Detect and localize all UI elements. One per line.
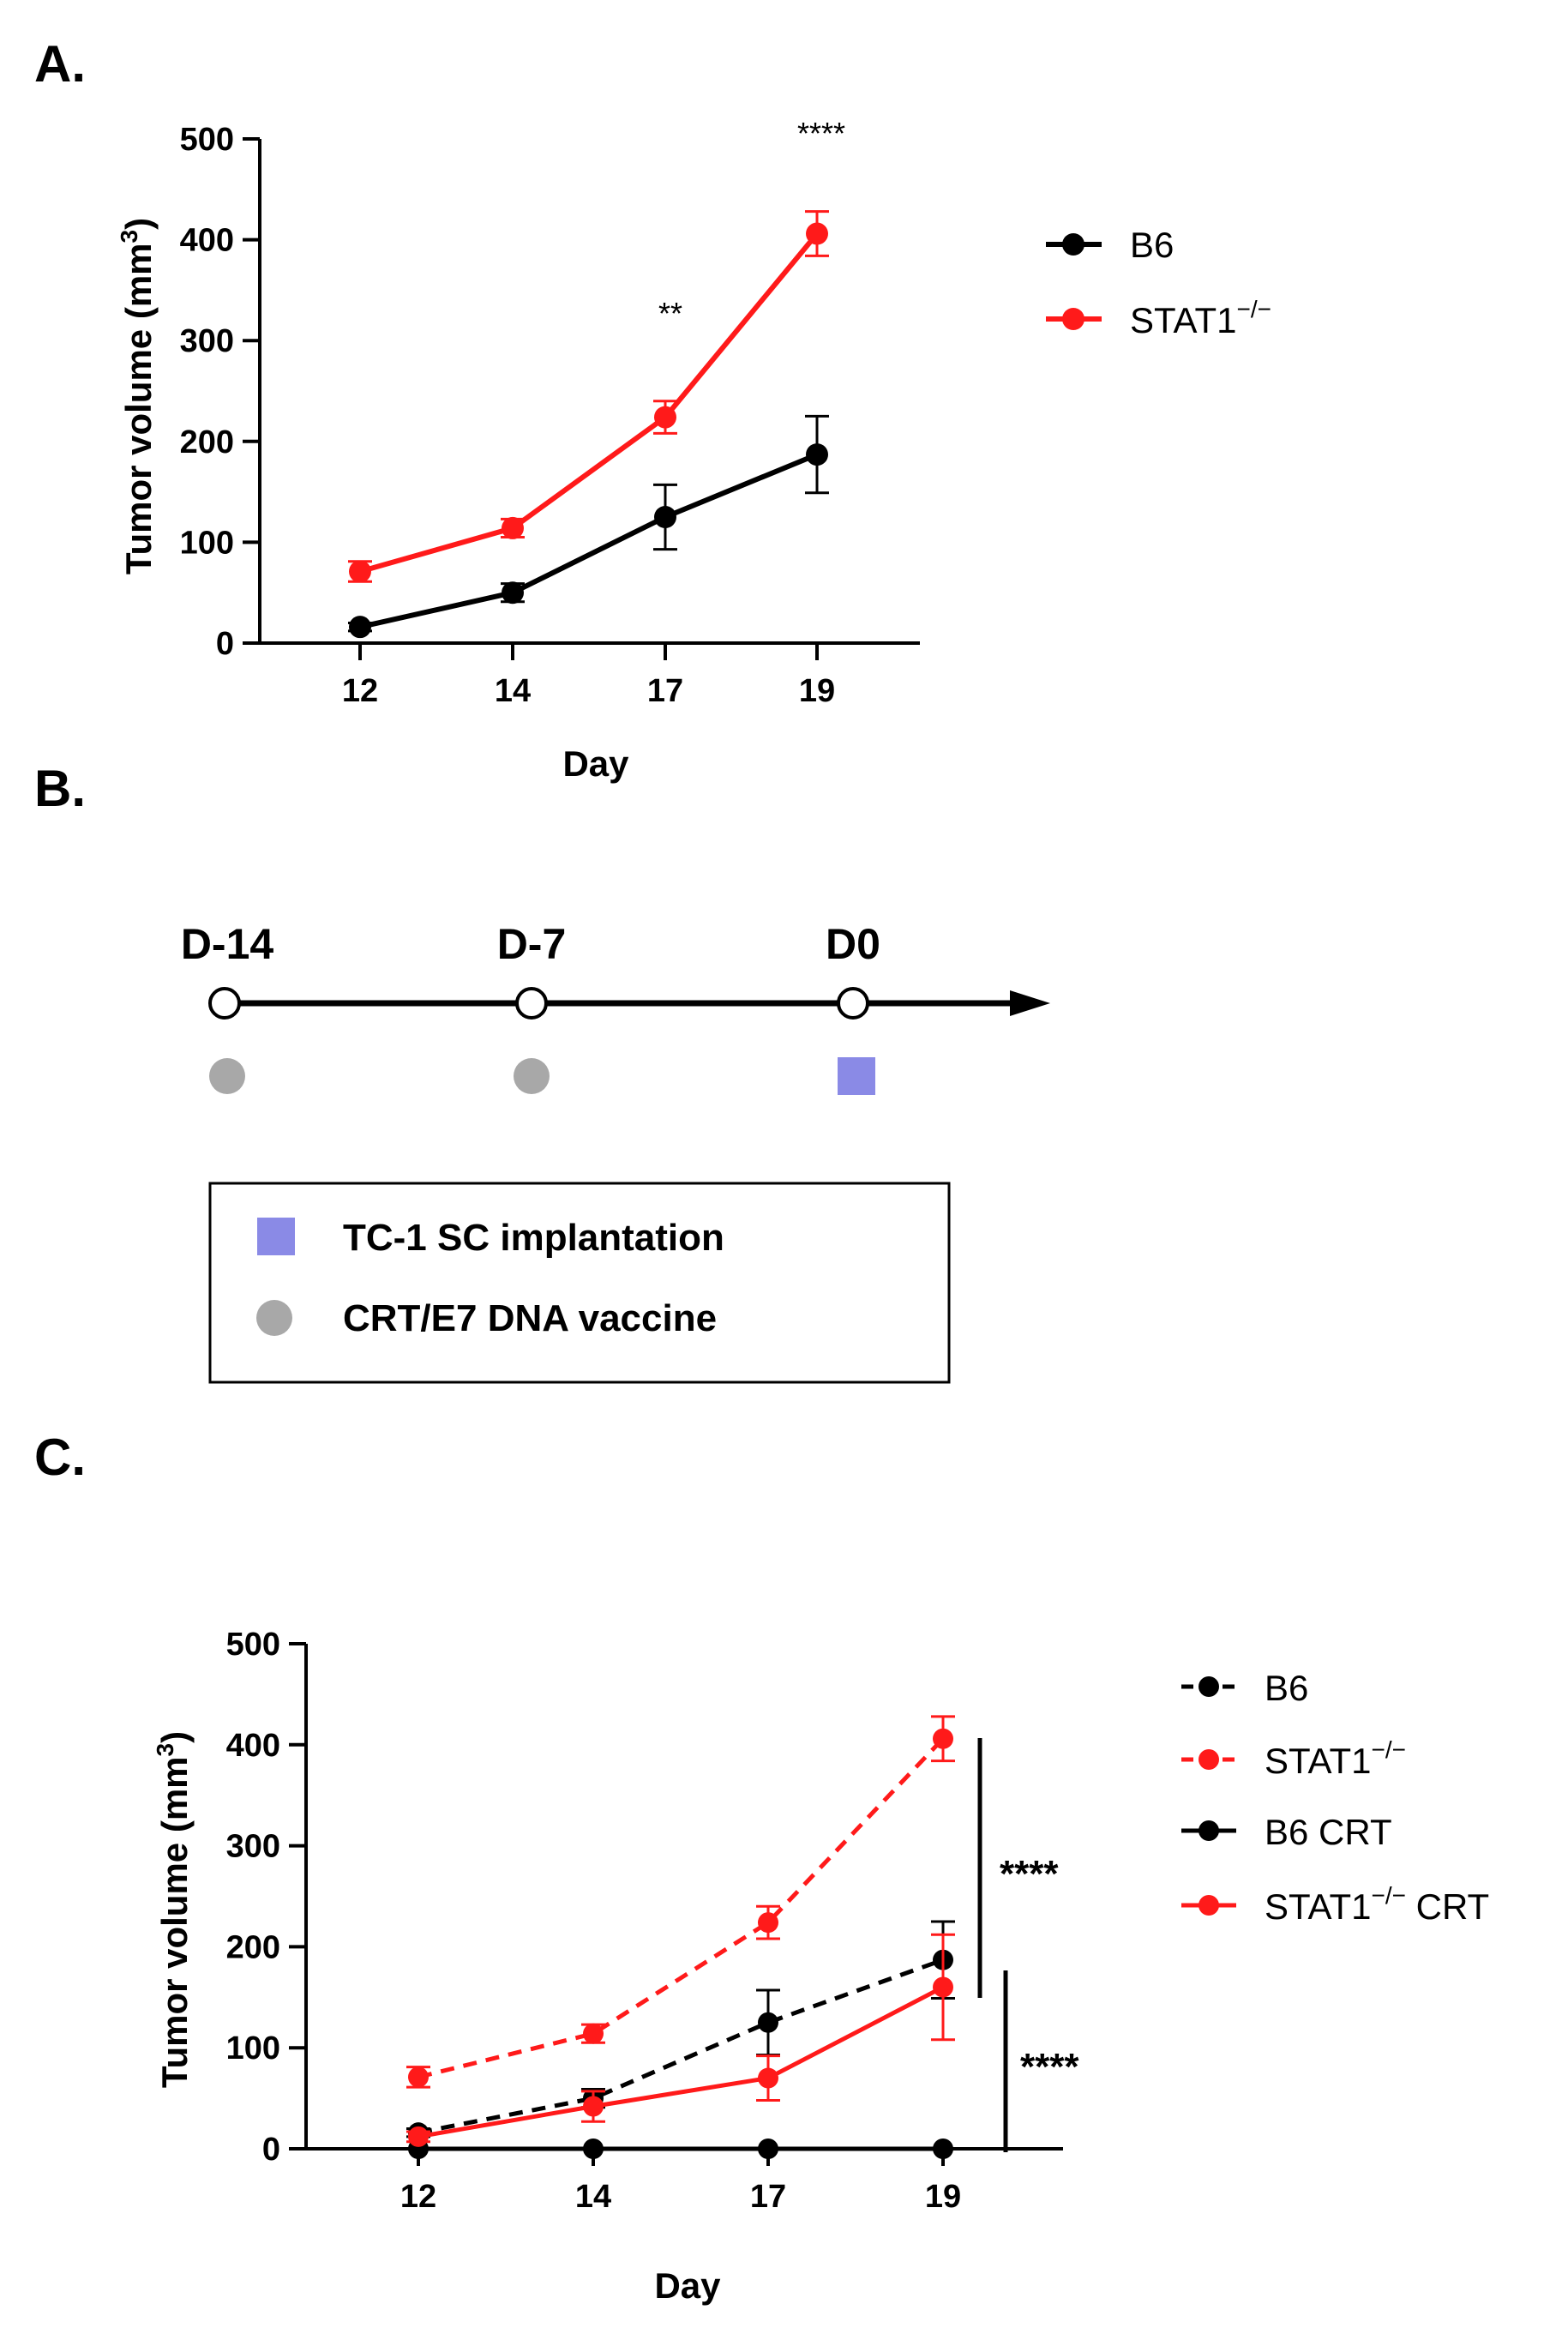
chart-c-ytick-label-500: 500 <box>226 1627 280 1663</box>
chart-c-series-3-point-14 <box>583 2096 604 2117</box>
implant-square-d0 <box>838 1057 875 1095</box>
chart-c-xtick-label-19: 19 <box>925 2179 961 2215</box>
chart-c-series-1-point-12 <box>408 2066 429 2088</box>
timeline-label-d0: D0 <box>826 920 880 968</box>
timeline-node-d-14 <box>208 987 241 1020</box>
chart-a-ytick-label-300: 300 <box>180 323 234 359</box>
legend-c: B6 STAT1−/− B6 CRT STAT1−/− CRT <box>1181 1668 1489 1927</box>
chart-a-series-1-point-14 <box>502 516 524 539</box>
chart-c-series-2-point-14 <box>583 2139 604 2159</box>
chart-c-series-0-point-17 <box>758 2012 778 2033</box>
chart-c-series-1-point-17 <box>758 1912 778 1934</box>
legend-c-label-b6-crt: B6 CRT <box>1265 1812 1392 1852</box>
chart-a-series-1-line <box>359 232 820 574</box>
chart-a-series-0-line <box>359 452 819 630</box>
legend-c-item-b6: B6 <box>1181 1668 1308 1708</box>
chart-c-ylabel: Tumor volume (mm3) <box>152 1731 195 2088</box>
timeline-node-d0 <box>837 987 869 1020</box>
chart-a-series-0-point-19 <box>806 443 828 466</box>
chart-a-ylabel: Tumor volume (mm3) <box>116 218 159 574</box>
chart-c-ytick-label-100: 100 <box>226 2030 280 2066</box>
chart-c-ytick-label-0: 0 <box>262 2132 280 2168</box>
vaccine-dot-d-7 <box>514 1058 550 1094</box>
legend-a-item-stat1: STAT1−/− <box>1046 296 1271 340</box>
panel-label-a: A. <box>34 35 86 93</box>
chart-c-series-1-line <box>418 1737 945 2079</box>
vaccine-legend-dot <box>256 1300 292 1336</box>
chart-c-ytick-label-200: 200 <box>226 1929 280 1965</box>
legend-c-item-b6-crt: B6 CRT <box>1181 1812 1392 1852</box>
chart-a-ytick-label-100: 100 <box>180 525 234 561</box>
chart-a-xtick-label-17: 17 <box>647 673 683 709</box>
chart-c-series-2-point-19 <box>933 2139 953 2159</box>
legend-a-item-b6: B6 <box>1046 225 1174 265</box>
panel-label-c: C. <box>34 1429 86 1486</box>
chart-a-xlabel: Day <box>562 743 629 784</box>
sig-day19: **** <box>797 116 845 151</box>
chart-c-xtick-label-17: 17 <box>750 2179 786 2215</box>
implant-legend-label: TC-1 SC implantation <box>343 1217 724 1259</box>
chart-c-series-2-point-17 <box>758 2139 778 2159</box>
chart-c-ytick-label-300: 300 <box>226 1829 280 1865</box>
timeline-label-d-14: D-14 <box>181 920 274 968</box>
timeline-legend-box <box>208 1182 951 1384</box>
chart-c-series-3-line <box>418 1985 945 2139</box>
chart-c-xtick-label-12: 12 <box>400 2179 436 2215</box>
chart-a-xtick-label-14: 14 <box>495 673 531 709</box>
timeline-node-d-7 <box>515 987 548 1020</box>
sig-label-lower: **** <box>1020 2046 1079 2088</box>
chart-a-series-0-point-17 <box>654 506 676 528</box>
implant-legend-square <box>257 1218 295 1255</box>
legend-a-label-stat1: STAT1−/− <box>1130 296 1271 340</box>
chart-c-series-1-point-19 <box>933 1728 953 1749</box>
chart-c-xtick-label-14: 14 <box>575 2179 611 2215</box>
legend-c-item-stat1: STAT1−/− <box>1181 1736 1406 1781</box>
chart-a: 0 100 200 300 400 500 12 14 17 19 Day Tumor volum… <box>116 116 1271 784</box>
sig-label-upper: **** <box>1000 1853 1059 1895</box>
chart-a-ytick-label-200: 200 <box>180 424 234 460</box>
chart-c-series-3-point-12 <box>408 2126 429 2147</box>
chart-a-axes: 0 100 200 300 400 500 12 14 17 19 <box>180 122 920 709</box>
chart-a-ytick-label-400: 400 <box>180 223 234 259</box>
timeline-label-d-7: D-7 <box>497 920 567 968</box>
chart-c-ytick-label-400: 400 <box>226 1728 280 1764</box>
legend-a: B6 STAT1−/− <box>1046 225 1271 340</box>
chart-c-series-3-point-19 <box>933 1976 953 1998</box>
legend-c-item-stat1-crt: STAT1−/− CRT <box>1181 1882 1489 1927</box>
chart-c-series-3-point-17 <box>758 2067 778 2089</box>
chart-a-series-1-point-17 <box>654 406 676 429</box>
chart-c-series-0-line <box>418 1958 944 2135</box>
timeline-arrowhead <box>1010 990 1050 1016</box>
chart-a-series-0-point-12 <box>349 616 371 639</box>
chart-a-series-0-point-14 <box>502 581 524 605</box>
panel-label-b: B. <box>34 760 86 817</box>
chart-c-series-1-point-14 <box>583 2023 604 2044</box>
chart-a-series <box>348 210 829 639</box>
chart-a-xtick-label-12: 12 <box>342 673 378 709</box>
chart-c: 0 100 200 300 400 500 12 14 17 19 Day Tumor volum… <box>152 1627 1489 2306</box>
sig-day17: ** <box>658 296 682 331</box>
legend-c-label-stat1: STAT1−/− <box>1265 1736 1406 1781</box>
chart-a-ytick-label-500: 500 <box>180 122 234 158</box>
chart-a-ytick-label-0: 0 <box>216 626 234 662</box>
legend-a-label-b6: B6 <box>1130 225 1174 265</box>
chart-c-xlabel: Day <box>654 2265 721 2306</box>
legend-c-label-stat1-crt: STAT1−/− CRT <box>1265 1882 1489 1927</box>
chart-a-series-1-point-19 <box>806 222 828 245</box>
chart-a-xtick-label-19: 19 <box>799 673 835 709</box>
legend-c-label-b6: B6 <box>1265 1668 1308 1708</box>
vaccine-legend-label: CRT/E7 DNA vaccine <box>343 1297 717 1339</box>
vaccine-dot-d-14 <box>209 1058 245 1094</box>
chart-a-series-1-point-12 <box>349 560 371 583</box>
chart-c-series <box>406 1715 955 2159</box>
timeline: D-14 D-7 D0 TC-1 SC implantation CRT/E7 … <box>181 920 1050 1384</box>
